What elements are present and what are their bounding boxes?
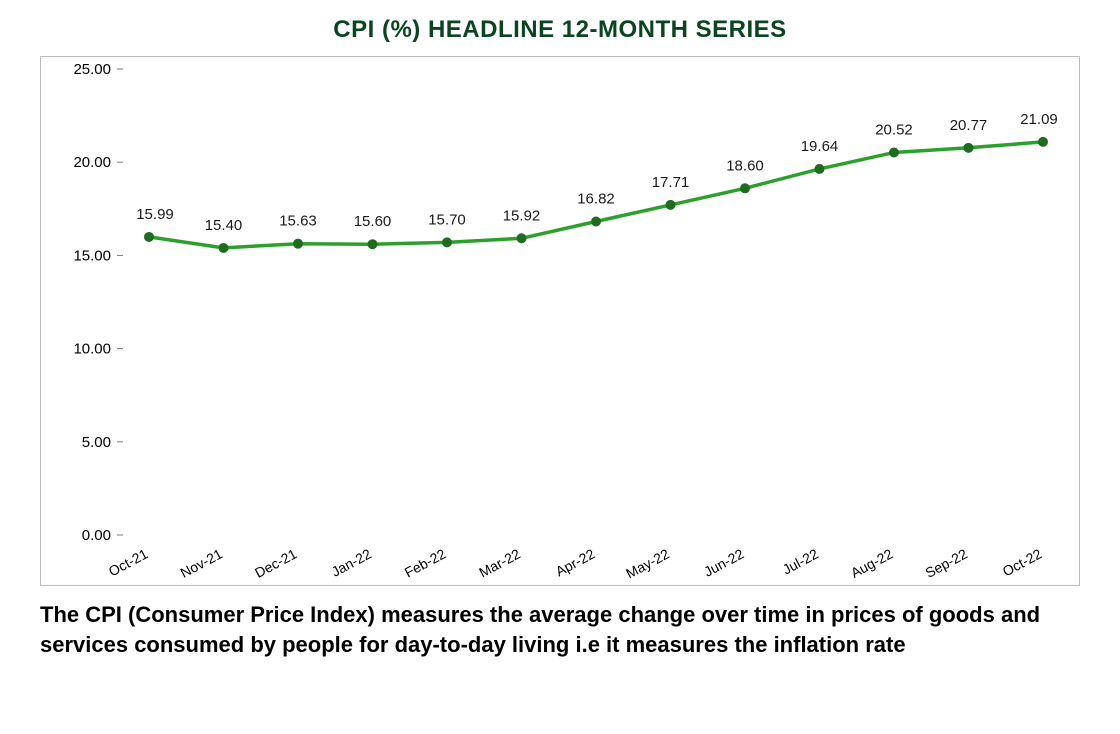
y-tick-label: 10.00 bbox=[73, 341, 111, 358]
y-tick-label: 20.00 bbox=[73, 154, 111, 171]
x-tick-label: Aug-22 bbox=[848, 545, 896, 580]
value-label: 18.60 bbox=[726, 157, 764, 174]
x-tick-label: May-22 bbox=[623, 545, 672, 581]
value-label: 17.71 bbox=[652, 174, 690, 191]
value-label: 15.40 bbox=[205, 217, 243, 234]
x-tick-label: Dec-21 bbox=[252, 545, 300, 580]
x-tick-label: Oct-22 bbox=[1000, 545, 1045, 579]
data-point bbox=[144, 232, 154, 242]
data-point bbox=[740, 183, 750, 193]
x-tick-label: Mar-22 bbox=[476, 545, 523, 580]
value-label: 16.82 bbox=[577, 190, 615, 207]
cpi-line-chart: 0.00 5.00 10.00 15.00 20.00 25.00 15.99 15.40 15… bbox=[41, 57, 1081, 587]
data-point bbox=[964, 143, 974, 153]
chart-description: The CPI (Consumer Price Index) measures … bbox=[40, 600, 1080, 659]
x-tick-label: Jan-22 bbox=[329, 545, 374, 579]
y-tick-label: 25.00 bbox=[73, 61, 111, 78]
y-tick-label: 15.00 bbox=[73, 247, 111, 264]
data-point bbox=[591, 216, 601, 226]
value-label: 15.70 bbox=[428, 211, 466, 228]
y-tick-label: 5.00 bbox=[82, 434, 111, 451]
value-label: 21.09 bbox=[1020, 111, 1058, 128]
data-point bbox=[219, 243, 229, 253]
x-tick-label: Apr-22 bbox=[553, 545, 598, 579]
y-tick-label: 0.00 bbox=[82, 527, 111, 544]
data-point bbox=[368, 239, 378, 249]
value-label: 20.52 bbox=[875, 122, 913, 139]
value-label: 15.99 bbox=[136, 206, 174, 223]
x-tick-label: Feb-22 bbox=[402, 545, 449, 580]
data-point bbox=[889, 148, 899, 158]
x-tick-label: Nov-21 bbox=[178, 545, 226, 580]
data-point bbox=[293, 239, 303, 249]
value-label: 19.64 bbox=[801, 138, 839, 155]
x-tick-label: Sep-22 bbox=[923, 545, 971, 580]
value-label: 15.63 bbox=[279, 213, 317, 230]
data-point bbox=[442, 237, 452, 247]
data-point bbox=[1038, 137, 1048, 147]
chart-title: CPI (%) HEADLINE 12-MONTH SERIES bbox=[40, 16, 1080, 44]
data-point bbox=[517, 233, 527, 243]
value-label: 15.60 bbox=[354, 213, 392, 230]
x-tick-label: Jun-22 bbox=[701, 545, 746, 579]
chart-container: 0.00 5.00 10.00 15.00 20.00 25.00 15.99 15.40 15… bbox=[40, 56, 1080, 586]
data-point bbox=[815, 164, 825, 174]
value-label: 15.92 bbox=[503, 207, 541, 224]
data-point bbox=[666, 200, 676, 210]
x-tick-label: Jul-22 bbox=[780, 545, 821, 577]
value-label: 20.77 bbox=[950, 117, 988, 134]
x-tick-label: Oct-21 bbox=[106, 545, 151, 579]
